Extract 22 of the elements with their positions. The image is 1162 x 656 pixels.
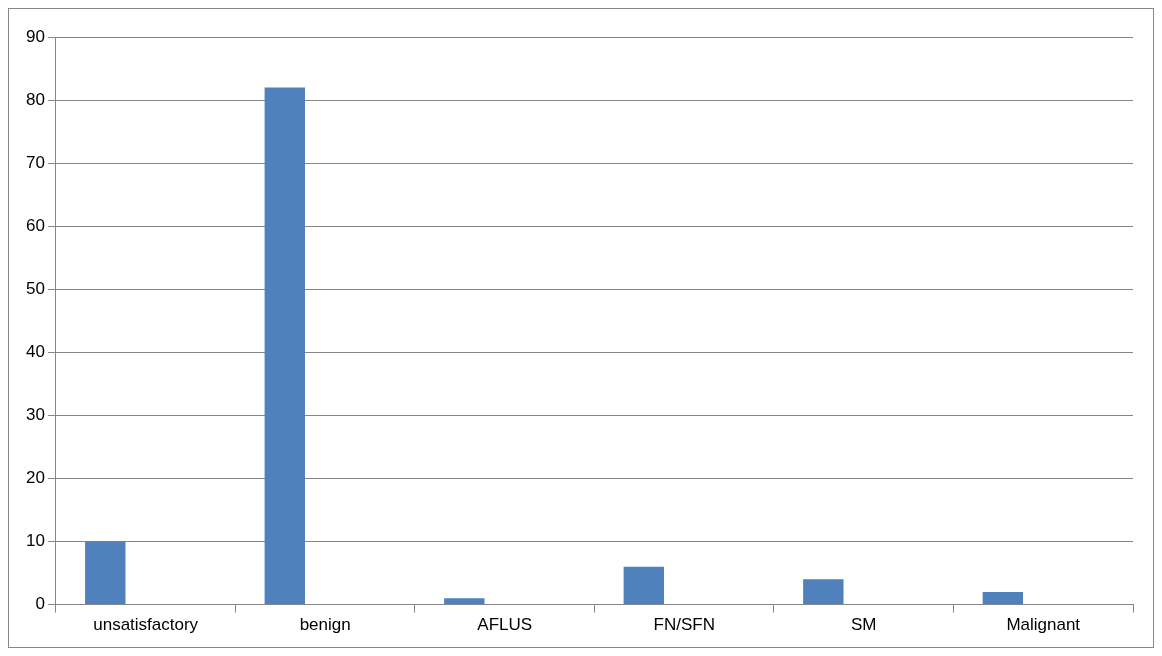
y-tick-label: 50	[25, 278, 45, 298]
x-tick-label: benign	[299, 615, 351, 635]
bar	[85, 541, 126, 605]
bar	[444, 598, 485, 605]
y-tick-label: 90	[25, 26, 45, 46]
y-tick-label: 30	[25, 405, 45, 425]
y-tick-label: 10	[25, 531, 45, 551]
y-tick-label: 0	[35, 594, 45, 614]
y-tick-label: 60	[25, 215, 45, 235]
x-tick-label: AFLUS	[477, 615, 533, 635]
x-tick-label: unsatisfactory	[93, 615, 199, 635]
y-tick-label: 20	[25, 468, 45, 488]
bar	[982, 591, 1024, 605]
y-tick-label: 80	[25, 89, 45, 109]
x-tick-label: SM	[850, 615, 877, 635]
x-tick-label: Malignant	[1006, 615, 1081, 635]
bar	[623, 566, 665, 605]
x-tick-label: FN/SFN	[653, 615, 715, 635]
y-tick-label: 40	[25, 342, 45, 362]
bar	[264, 87, 305, 605]
y-tick-label: 70	[25, 152, 45, 172]
bar	[803, 579, 844, 605]
